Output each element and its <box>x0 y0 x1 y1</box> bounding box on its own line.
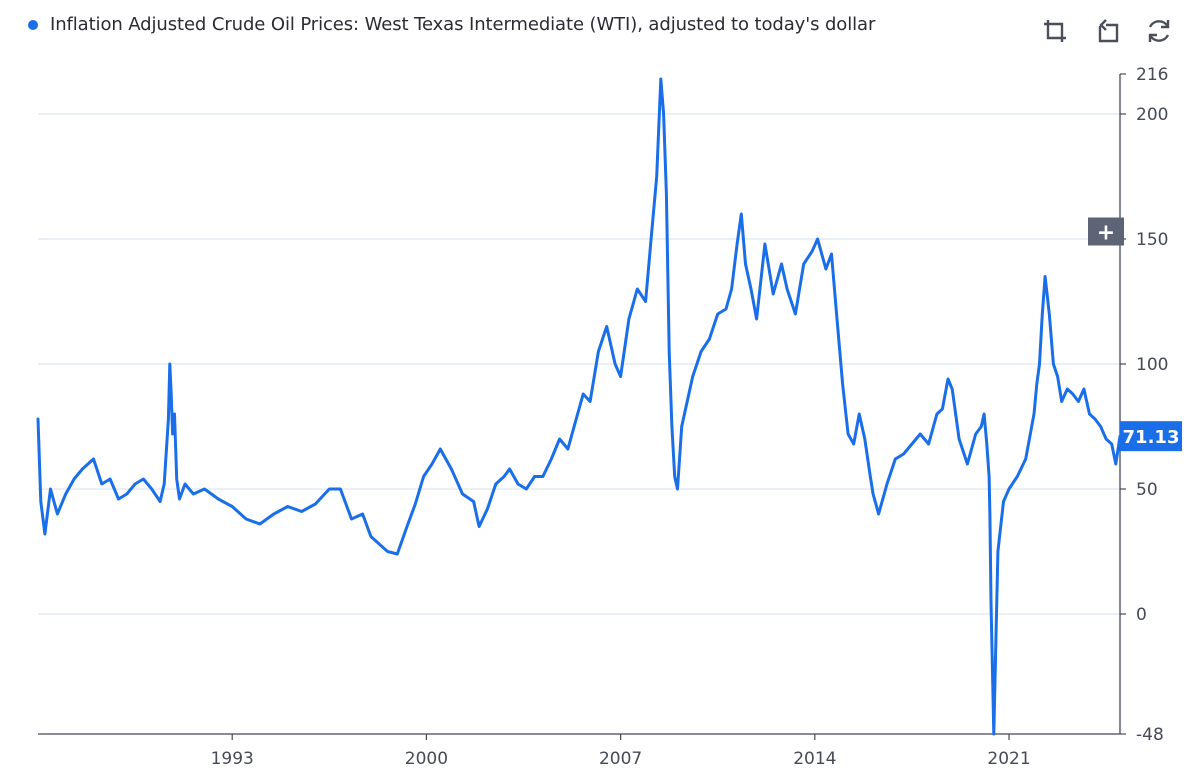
add-button-bg <box>1088 217 1124 246</box>
series-line[interactable] <box>36 77 1122 736</box>
add-button[interactable]: + <box>1088 217 1124 246</box>
add-icon: + <box>1097 221 1115 246</box>
refresh-button[interactable] <box>1142 14 1176 48</box>
legend-label: Inflation Adjusted Crude Oil Prices: Wes… <box>50 14 876 35</box>
legend[interactable]: Inflation Adjusted Crude Oil Prices: Wes… <box>28 14 875 35</box>
x-tick-label: 2007 <box>599 749 642 769</box>
legend-marker <box>28 19 38 30</box>
zoom-reset-button[interactable] <box>1090 14 1124 48</box>
y-tick-label: 0 <box>1136 605 1147 625</box>
overlays: 71.13 + <box>1088 217 1182 452</box>
grid-lines <box>38 113 1120 615</box>
x-tick-label: 2021 <box>987 749 1030 769</box>
x-tick-label: 2000 <box>405 749 448 769</box>
x-tick-label: 1993 <box>211 749 254 769</box>
last-value-badge <box>1120 421 1182 452</box>
y-tick-label: 50 <box>1136 480 1158 500</box>
y-tick-label: 200 <box>1136 105 1168 125</box>
zoom-crop-button[interactable] <box>1038 14 1072 48</box>
y-tick-label: 150 <box>1136 230 1168 250</box>
last-value-label: 71.13 <box>1123 427 1180 448</box>
axes: -48 0 50 100 150 200 216 1993 2000 2007 2014 2021 <box>38 65 1168 769</box>
y-tick-label: 216 <box>1136 65 1168 85</box>
y-tick-label: 100 <box>1136 355 1168 375</box>
y-tick-label: -48 <box>1136 725 1164 745</box>
chart-toolbar <box>1038 14 1176 48</box>
x-tick-label: 2014 <box>793 749 836 769</box>
refresh-icon <box>1148 20 1170 42</box>
crop-reset-icon <box>1098 19 1119 43</box>
crop-icon <box>1044 20 1066 42</box>
series-layer <box>36 77 1122 736</box>
